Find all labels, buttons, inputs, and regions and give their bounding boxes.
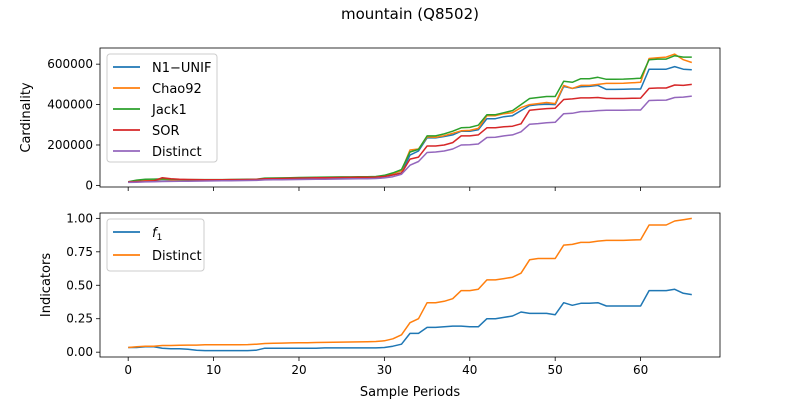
y-axis-label: Indicators (39, 253, 54, 317)
legend-label-1: Chao92 (152, 82, 202, 97)
legend-box (106, 53, 218, 163)
y-tick-label: 0.50 (66, 278, 93, 292)
legend-label-0: f1 (152, 226, 162, 243)
y-tick-label: 1.00 (66, 211, 93, 225)
y-tick-label: 600000 (47, 57, 93, 71)
legend-label-4: Distinct (152, 145, 202, 160)
y-tick-label: 400000 (47, 98, 93, 112)
y-tick-label: 0.75 (66, 245, 93, 259)
x-tick-label: 50 (548, 363, 563, 377)
y-tick-label: 0.00 (66, 345, 93, 359)
figure-title: mountain (Q8502) (341, 5, 479, 23)
legend-label-2: Jack1 (151, 103, 187, 118)
y-axis-label: Cardinality (19, 82, 34, 153)
legend-label-3: SOR (152, 124, 180, 139)
y-tick-label: 0.25 (66, 312, 93, 326)
y-tick-label: 200000 (47, 138, 93, 152)
x-tick-label: 20 (291, 363, 306, 377)
legend-label-0: N1−UNIF (152, 61, 211, 76)
x-tick-label: 40 (462, 363, 477, 377)
indicators-chart: 0 10 20 30 40 50 60 0.00 0.25 0.50 0.75 1.00 Indicat… (39, 211, 721, 400)
cardinality-chart: 0 200000 400000 600000 Cardinality N1−UNIF Cha… (19, 47, 721, 192)
x-tick-label: 10 (206, 363, 221, 377)
series-line-4 (128, 95, 692, 184)
series-line-0 (128, 288, 692, 352)
x-tick-label: 30 (377, 363, 392, 377)
series-line-3 (128, 83, 692, 183)
x-axis-label: Sample Periods (360, 385, 460, 400)
axes-frame (99, 47, 721, 188)
x-tick-label: 0 (124, 363, 132, 377)
series-line-1 (128, 217, 692, 349)
legend-label-1: Distinct (152, 249, 202, 264)
y-tick-label: 0 (85, 178, 93, 192)
x-tick-label: 60 (633, 363, 648, 377)
